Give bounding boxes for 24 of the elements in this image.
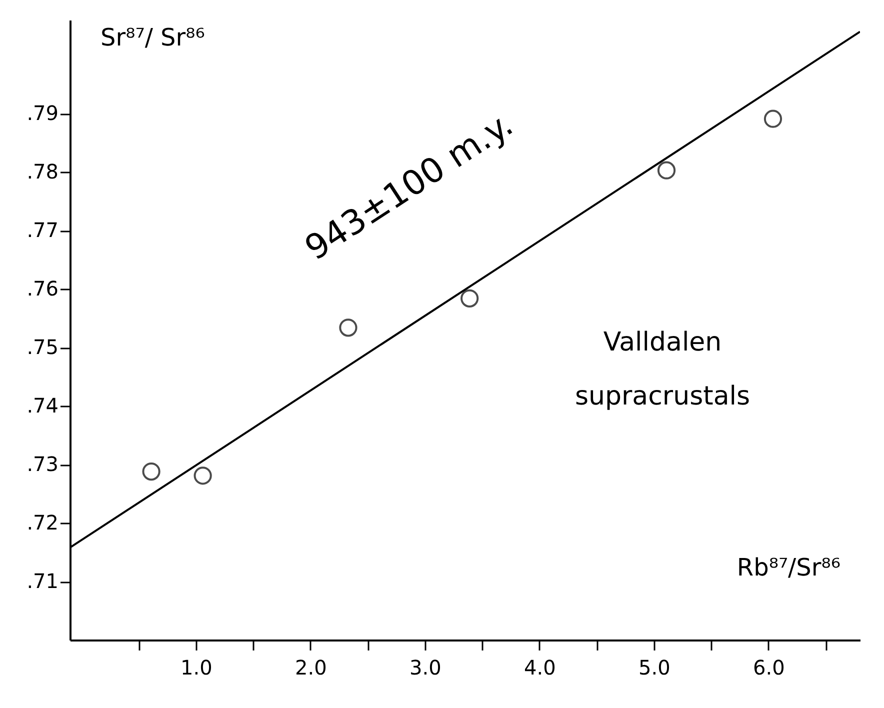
x-tick-label: 5.0	[638, 656, 670, 680]
y-tick-label: .76	[26, 276, 58, 301]
y-tick-label: .71	[26, 569, 58, 594]
point	[460, 289, 479, 308]
x-tick-label: 4.0	[524, 656, 556, 680]
y-tick-label: .79	[26, 101, 58, 126]
y-tick-label: .77	[26, 218, 58, 242]
y-tick-label: .75	[26, 335, 58, 360]
point	[194, 466, 212, 485]
y-tick-label: .72	[26, 510, 58, 535]
y-axis-title: Sr⁸⁷/ Sr⁸⁶	[100, 24, 205, 52]
point	[142, 462, 160, 481]
y-tick-label: .78	[26, 160, 58, 184]
x-tick-label: 6.0	[753, 656, 785, 680]
annotation: Valldalen supracrustals	[574, 327, 750, 412]
point	[339, 318, 358, 337]
y-tick-label: .74	[26, 394, 58, 418]
point	[764, 110, 782, 128]
x-axis-title: Rb⁸⁷/Sr⁸⁶	[736, 554, 840, 582]
y-tick-label: .73	[26, 452, 58, 476]
point	[657, 161, 676, 180]
x-tick-label: 2.0	[295, 656, 327, 680]
x-tick-label: 1.0	[180, 656, 212, 680]
x-tick-label: 3.0	[410, 656, 442, 680]
